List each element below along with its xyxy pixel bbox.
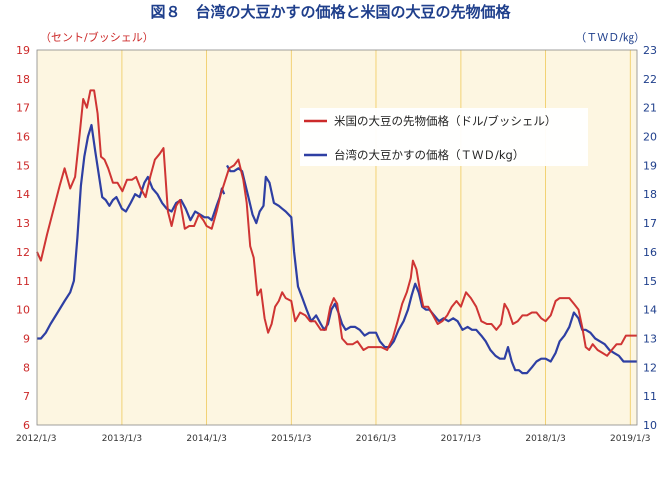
x-tick-label-2014/1/3: 2014/1/3 <box>186 434 226 444</box>
left-axis-unit-label: （セント/ブッシェル） <box>40 31 154 44</box>
right-y-tick-20: 20 <box>643 131 657 144</box>
right-axis-ticks: 10 11 12 13 14 15 16 17 18 19 20 21 22 23 <box>643 44 657 432</box>
right-y-tick-10: 10 <box>643 419 657 432</box>
right-y-tick-23: 23 <box>643 44 657 57</box>
x-tick-label-2016/1/3: 2016/1/3 <box>356 434 396 444</box>
right-y-tick-16: 16 <box>643 246 657 259</box>
right-y-tick-17: 17 <box>643 217 657 230</box>
left-y-tick-6: 6 <box>23 419 30 432</box>
left-y-tick-15: 15 <box>16 159 30 172</box>
legend-label-taiwan-meal: 台湾の大豆かすの価格（ＴＷＤ/kg） <box>334 148 524 162</box>
x-axis-ticks: 2012/1/3 2013/1/3 2014/1/3 2015/1/3 2016/1/3… <box>16 434 650 444</box>
right-y-tick-15: 15 <box>643 275 657 288</box>
x-tick-label-2012/1/3: 2012/1/3 <box>16 434 56 444</box>
series-line-us-futures <box>36 89 637 357</box>
series-line-taiwan-meal-part1 <box>37 123 226 340</box>
x-tick-label-2018/1/3: 2018/1/3 <box>525 434 565 444</box>
right-axis-unit-label: （ＴＷＤ/㎏） <box>575 31 645 44</box>
left-y-tick-16: 16 <box>16 131 30 144</box>
left-y-tick-18: 18 <box>16 73 30 86</box>
legend: 米国の大豆の先物価格（ドル/ブッシェル） 台湾の大豆かすの価格（ＴＷＤ/kg） <box>300 108 588 166</box>
left-y-tick-11: 11 <box>16 275 30 288</box>
right-y-tick-18: 18 <box>643 188 657 201</box>
left-y-tick-14: 14 <box>16 188 30 201</box>
x-tick-label-2017/1/3: 2017/1/3 <box>441 434 481 444</box>
left-y-tick-8: 8 <box>23 361 30 374</box>
left-y-tick-10: 10 <box>16 304 30 317</box>
right-y-tick-13: 13 <box>643 332 657 345</box>
right-y-tick-14: 14 <box>643 304 657 317</box>
series-layer <box>36 89 637 375</box>
left-axis-ticks: 6 7 8 9 10 11 12 13 14 15 16 17 18 19 <box>16 44 30 432</box>
right-y-tick-21: 21 <box>643 102 657 115</box>
right-y-tick-11: 11 <box>643 390 657 403</box>
x-tick-label-2019/1/3: 2019/1/3 <box>610 434 650 444</box>
left-y-tick-13: 13 <box>16 217 30 230</box>
x-tick-label-2013/1/3: 2013/1/3 <box>102 434 142 444</box>
left-y-tick-9: 9 <box>23 332 30 345</box>
right-y-tick-22: 22 <box>643 73 657 86</box>
plot-area-border <box>36 49 638 426</box>
legend-background <box>300 108 588 166</box>
left-y-tick-19: 19 <box>16 44 30 57</box>
right-y-tick-19: 19 <box>643 159 657 172</box>
left-y-tick-17: 17 <box>16 102 30 115</box>
chart-title: 図８ 台湾の大豆かすの価格と米国の大豆の先物価格 <box>150 3 511 21</box>
legend-label-us-futures: 米国の大豆の先物価格（ドル/ブッシェル） <box>334 114 556 128</box>
right-y-tick-12: 12 <box>643 361 657 374</box>
series-line-taiwan-meal-part2 <box>226 164 637 375</box>
left-y-tick-7: 7 <box>23 390 30 403</box>
left-y-tick-12: 12 <box>16 246 30 259</box>
plot-area-background <box>37 50 637 425</box>
x-tick-label-2015/1/3: 2015/1/3 <box>271 434 311 444</box>
